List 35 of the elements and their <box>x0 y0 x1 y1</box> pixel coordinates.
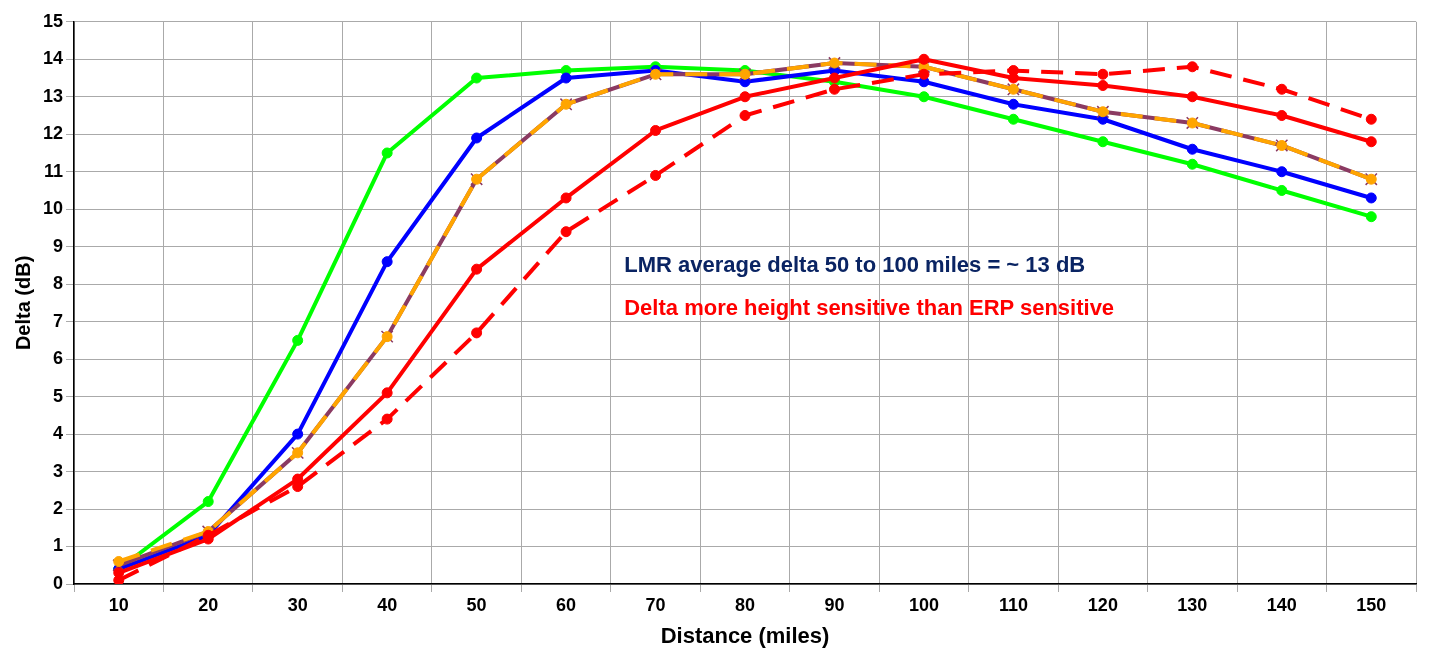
y-tick-label: 15 <box>42 10 64 31</box>
x-tick-label: 50 <box>466 594 487 615</box>
annotation: Delta more height sensitive than ERP sensitive <box>624 294 1115 320</box>
y-tick-label: 2 <box>53 498 64 519</box>
y-tick-label: 0 <box>53 572 64 593</box>
y-tick-label: 7 <box>53 310 64 331</box>
y-tick-label: 3 <box>53 460 64 481</box>
x-tick-label: 60 <box>556 594 577 615</box>
x-tick-label: 80 <box>735 594 756 615</box>
y-tick-label: 14 <box>42 48 64 69</box>
x-tick-label: 140 <box>1266 594 1297 615</box>
x-tick-label: 10 <box>108 594 129 615</box>
x-axis-title: Distance (miles) <box>660 622 830 648</box>
y-axis-title: Delta (dB) <box>11 255 34 351</box>
y-tick-label: 11 <box>43 160 64 181</box>
y-tick-label: 9 <box>53 235 64 256</box>
x-tick-label: 40 <box>377 594 398 615</box>
x-tick-label: 70 <box>645 594 666 615</box>
x-tick-label: 30 <box>287 594 308 615</box>
y-tick-label: 4 <box>53 423 64 444</box>
y-tick-label: 5 <box>53 385 64 406</box>
x-tick-label: 110 <box>998 594 1028 615</box>
y-tick-label: 13 <box>42 85 64 106</box>
x-tick-label: 100 <box>908 594 939 615</box>
annotation: LMR average delta 50 to 100 miles = ~ 13 dB <box>624 252 1086 278</box>
x-tick-label: 130 <box>1177 594 1208 615</box>
y-tick-label: 8 <box>53 273 64 294</box>
x-tick-label: 120 <box>1087 594 1118 615</box>
x-tick-label: 150 <box>1356 594 1387 615</box>
y-tick-label: 10 <box>42 198 64 219</box>
y-tick-label: 12 <box>42 123 64 144</box>
x-tick-label: 90 <box>824 594 845 615</box>
x-tick-label: 20 <box>198 594 219 615</box>
y-tick-label: 1 <box>53 535 64 556</box>
y-tick-label: 6 <box>53 348 64 369</box>
